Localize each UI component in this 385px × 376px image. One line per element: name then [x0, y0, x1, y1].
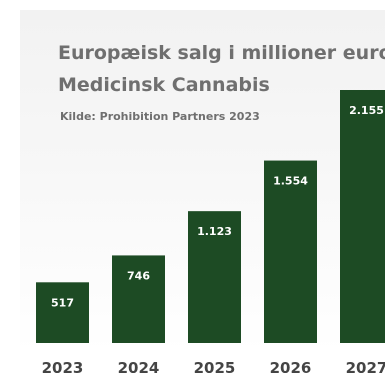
- x-tick-label: 2024: [118, 359, 160, 376]
- bar-value-label: 2.155: [349, 104, 384, 117]
- chart-title: Europæisk salg i millioner euro: [58, 42, 385, 64]
- bar-2027: [340, 90, 385, 343]
- chart-source: Kilde: Prohibition Partners 2023: [60, 110, 260, 123]
- bar-value-label: 1.123: [197, 225, 232, 238]
- bar-value-label: 1.554: [273, 175, 308, 188]
- bar-value-label: 746: [127, 269, 150, 282]
- bar-2023: [36, 282, 89, 343]
- x-tick-label: 2026: [270, 359, 312, 376]
- bar-value-label: 517: [51, 296, 74, 309]
- chart-subtitle: Medicinsk Cannabis: [58, 74, 270, 96]
- x-tick-label: 2025: [194, 359, 236, 376]
- bar-2025: [188, 211, 241, 343]
- x-tick-label: 2027: [346, 359, 385, 376]
- x-tick-label: 2023: [42, 359, 84, 376]
- bar-2024: [112, 255, 165, 343]
- bar-2026: [264, 160, 317, 343]
